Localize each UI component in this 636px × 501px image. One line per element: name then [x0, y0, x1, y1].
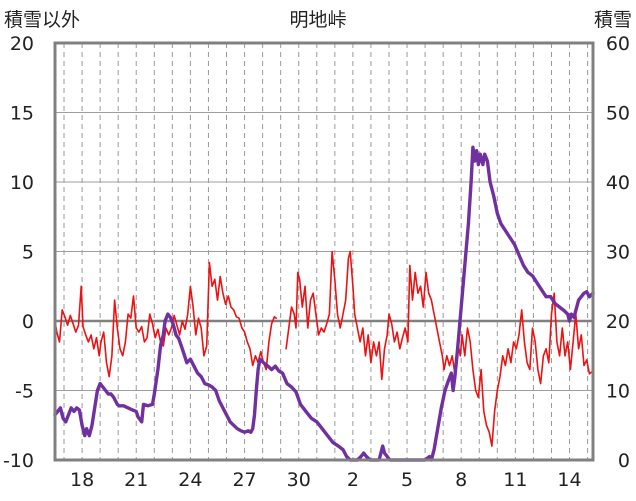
x-tick-label: 24 [178, 469, 202, 491]
temperature-line [54, 261, 278, 378]
left-tick-label: 0 [22, 311, 34, 333]
right-tick-label: 10 [606, 381, 630, 403]
temperature-line [285, 250, 594, 447]
labels-layer: 明地峠 積雪以外 積雪 20151050-5-10605040302010018… [3, 9, 632, 491]
left-tick-label: 15 [10, 103, 34, 125]
snow-depth-line [53, 145, 595, 462]
x-tick-label: 5 [401, 469, 413, 491]
x-tick-label: 11 [503, 469, 527, 491]
left-axis-label: 積雪以外 [4, 9, 80, 31]
right-tick-label: 0 [618, 450, 630, 472]
x-tick-label: 8 [455, 469, 467, 491]
right-axis-label: 積雪 [594, 9, 632, 31]
x-tick-label: 27 [232, 469, 256, 491]
right-tick-label: 60 [606, 33, 630, 55]
right-tick-label: 30 [606, 242, 630, 264]
left-tick-label: 5 [22, 242, 34, 264]
left-tick-label: -10 [3, 450, 34, 472]
chart-title: 明地峠 [289, 9, 346, 31]
left-tick-label: 20 [10, 33, 34, 55]
right-tick-label: 20 [606, 311, 630, 333]
x-tick-label: 30 [287, 469, 311, 491]
frame-layer [53, 41, 595, 462]
left-tick-label: 10 [10, 172, 34, 194]
plot-frame [53, 41, 595, 462]
grid-layer [55, 43, 593, 460]
left-tick-label: -5 [15, 381, 34, 403]
x-tick-label: 18 [70, 469, 94, 491]
x-tick-label: 21 [124, 469, 148, 491]
x-tick-label: 14 [557, 469, 581, 491]
right-tick-label: 40 [606, 172, 630, 194]
right-tick-label: 50 [606, 103, 630, 125]
series-layer [53, 145, 595, 462]
x-tick-label: 2 [347, 469, 359, 491]
